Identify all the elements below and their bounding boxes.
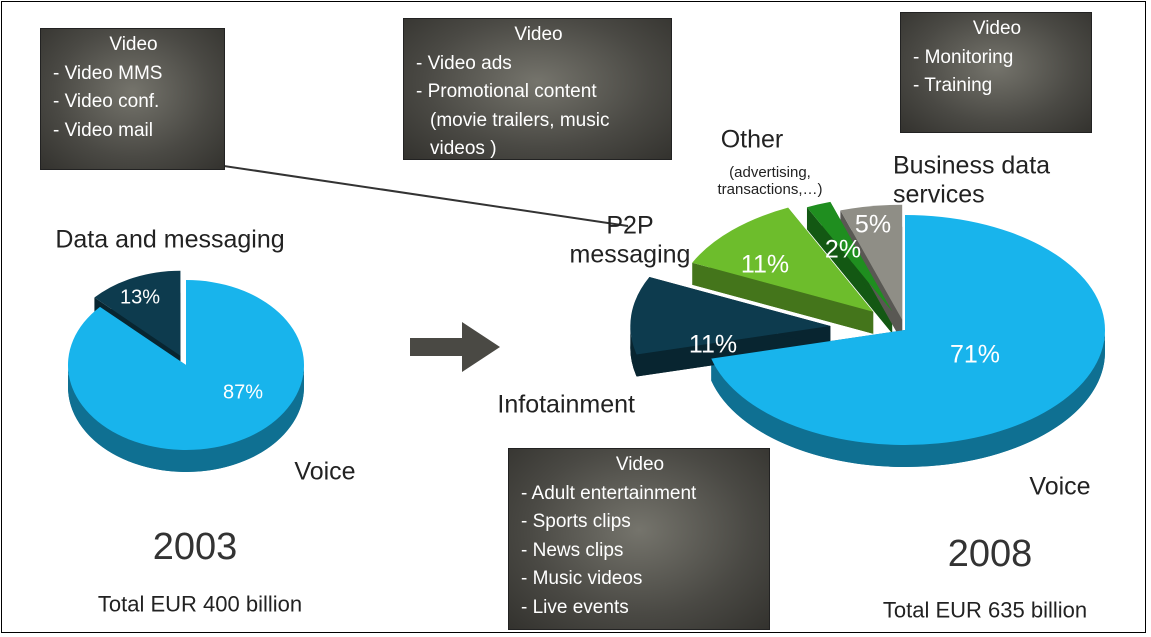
slice	[67, 280, 305, 450]
callout-line: - Sports clips	[521, 511, 631, 532]
value-label: 87%	[222, 381, 264, 404]
category-label: Data and messaging	[55, 225, 285, 254]
value-label: 2%	[824, 235, 862, 264]
chart-title: 2003	[152, 526, 238, 569]
callout-box: Video - Monitoring - Training	[900, 12, 1092, 133]
arrow	[410, 322, 500, 372]
callout-line: - Music videos	[521, 568, 643, 589]
callout-title: Video	[615, 454, 665, 475]
slice	[711, 215, 1106, 445]
callout-line: - Video conf.	[53, 91, 160, 112]
slice-side	[630, 325, 637, 377]
callout-line: - Promotional content	[416, 81, 597, 102]
callout-box: Video - Video MMS - Video conf. - Video mai…	[40, 28, 225, 170]
slice-side	[711, 330, 1105, 468]
value-label: 11%	[740, 250, 790, 279]
callout-line: - Video mail	[53, 119, 153, 141]
slice	[840, 204, 903, 320]
slice	[94, 270, 181, 356]
category-label: Infotainment	[497, 390, 635, 419]
category-label: Business data services	[893, 151, 1051, 208]
slice-side	[68, 365, 304, 472]
slice-edge	[636, 325, 831, 377]
value-label: 5%	[854, 210, 892, 239]
callout-title: Video	[109, 34, 158, 55]
chart-subtitle: Total EUR 635 billion	[882, 597, 1088, 623]
callout-box: Video - Video ads - Promotional content (mo…	[403, 18, 672, 160]
category-note: (advertising, transactions,…)	[717, 163, 823, 198]
callout-line: - Adult entertainment	[521, 482, 697, 504]
chart-title: 2008	[947, 533, 1033, 576]
slice	[692, 207, 874, 312]
callout-line: - Live events	[521, 596, 629, 618]
callout-line: - Video MMS	[53, 62, 163, 84]
value-label: 71%	[949, 340, 1001, 369]
callout-line: - Training	[913, 75, 993, 96]
callout-box: Video - Adult entertainment - Sports clips…	[508, 448, 770, 630]
callout-title: Video	[514, 24, 563, 45]
leader-line	[149, 154, 629, 227]
value-label: 11%	[688, 330, 738, 359]
slice-edge	[692, 262, 874, 334]
category-label: Other	[720, 125, 784, 154]
category-label: P2P messaging	[569, 211, 691, 268]
callout-line: - News clips	[521, 539, 624, 561]
callout-title: Video	[972, 18, 1022, 39]
slice	[630, 276, 831, 355]
callout-line: - Monitoring	[913, 46, 1014, 68]
value-label: 13%	[119, 286, 161, 309]
chart-subtitle: Total EUR 400 billion	[97, 591, 303, 617]
slice-edge	[806, 207, 893, 334]
category-label: Voice	[1029, 472, 1091, 501]
callout-line: (movie trailers, music videos )	[430, 109, 610, 160]
slice	[806, 201, 893, 312]
category-label: Voice	[294, 457, 356, 486]
callout-line: - Video ads	[416, 52, 512, 74]
